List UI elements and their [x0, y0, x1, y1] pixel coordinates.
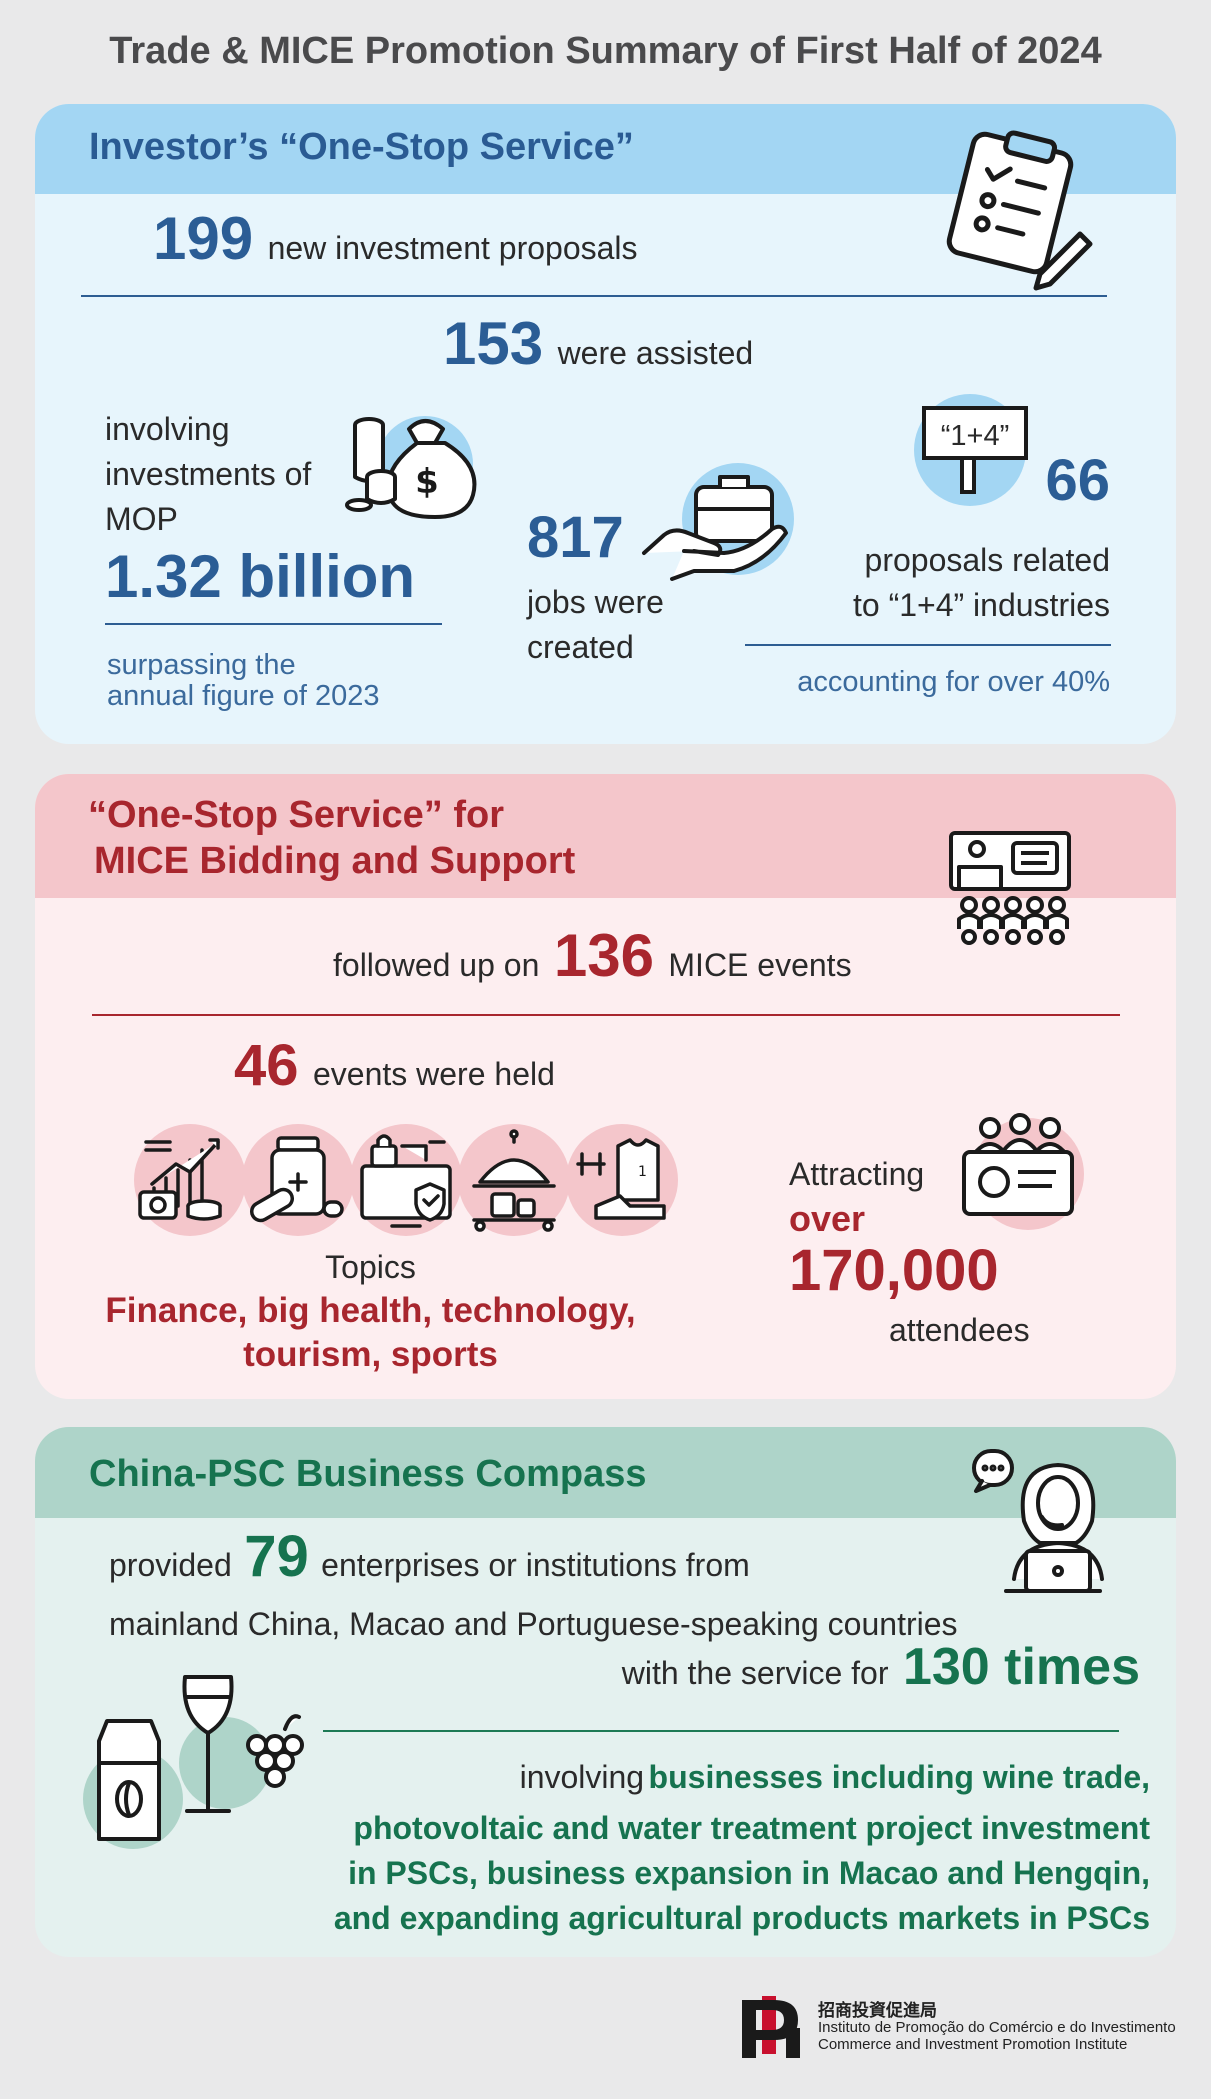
jobs-number: 817	[527, 505, 624, 570]
money-bag-icon: $	[345, 416, 477, 519]
investor-card: Investor’s “One-Stop Service” 199 new in…	[35, 104, 1176, 744]
mice-heading-line-2: MICE Bidding and Support	[94, 840, 576, 882]
followed-post: MICE events	[668, 947, 852, 983]
attract-number: 170,000	[789, 1238, 999, 1303]
page-title: Trade & MICE Promotion Summary of First …	[109, 30, 1102, 72]
footer-org-names: 招商投資促進局 Instituto de Promoção do Comérci…	[818, 2002, 1176, 2053]
involving-line-2: photovoltaic and water treatment project…	[353, 1810, 1150, 1846]
health-icon	[249, 1136, 344, 1223]
mice-heading: “One-Stop Service” for MICE Bidding and …	[88, 792, 575, 884]
assisted-number: 153	[443, 310, 544, 377]
topics-line-1: Finance, big health, technology,	[105, 1291, 636, 1330]
held-number: 46	[234, 1033, 299, 1098]
involving-line-3: in PSCs, business expansion in Macao and…	[348, 1855, 1150, 1891]
proposals-line: 199 new investment proposals	[153, 204, 638, 273]
attract-text: attendees	[889, 1312, 1030, 1348]
industry-line-2: to “1+4” industries	[852, 587, 1110, 623]
investment-divider	[105, 623, 442, 625]
checklist-icon	[946, 130, 1093, 291]
coffee-wine-grapes-icon	[83, 1675, 304, 1849]
investment-line-1: involving	[105, 411, 230, 447]
mice-heading-line-1: “One-Stop Service” for	[88, 794, 504, 836]
org-name-cn: 招商投資促進局	[818, 2001, 937, 2020]
mice-divider	[92, 1014, 1120, 1016]
jobs-line-2: created	[527, 629, 634, 665]
provided-line-2: mainland China, Macao and Portuguese-spe…	[109, 1606, 958, 1642]
briefcase-hand-icon	[642, 463, 794, 581]
investor-divider	[81, 295, 1107, 297]
svg-text:1: 1	[638, 1164, 647, 1180]
provided-line: provided 79 enterprises or institutions …	[109, 1523, 750, 1590]
investment-amount: 1.32 billion	[105, 543, 416, 610]
followed-line: followed up on 136 MICE events	[333, 921, 852, 990]
sign-board-icon	[914, 394, 1028, 506]
followed-number: 136	[553, 922, 654, 989]
assisted-line: 153 were assisted	[443, 309, 753, 378]
tourism-icon	[472, 1129, 556, 1232]
compass-card: China-PSC Business Compass provided 79 e…	[35, 1427, 1176, 1957]
provided-number: 79	[244, 1524, 309, 1589]
held-line: 46 events were held	[234, 1032, 555, 1099]
industry-number: 66	[1045, 448, 1110, 513]
jobs-line-1: jobs were	[527, 584, 664, 620]
topics-line-2: tourism, sports	[243, 1335, 498, 1374]
topic-icons-row: 1	[134, 1124, 678, 1236]
assisted-text: were assisted	[557, 335, 754, 371]
provided-post: enterprises or institutions from	[321, 1547, 750, 1583]
conference-icon	[949, 831, 1071, 945]
ipim-logo	[742, 1996, 800, 2058]
service-line: with the service for 130 times	[435, 1637, 1140, 1697]
attract-label: Attracting	[789, 1156, 925, 1192]
followed-pre: followed up on	[333, 947, 540, 983]
investment-note: surpassing the annual figure of 2023	[107, 650, 380, 712]
sign-board-text: “1+4”	[940, 420, 1010, 452]
involving-line-1: businesses including wine trade,	[648, 1759, 1150, 1795]
technology-icon	[360, 1134, 452, 1228]
attract-over: over	[789, 1198, 866, 1239]
involving-line-4: and expanding agricultural products mark…	[333, 1900, 1150, 1936]
industry-text: proposals related to “1+4” industries	[735, 538, 1110, 628]
involving-pre: involving	[519, 1759, 645, 1795]
involving-block: involving businesses including wine trad…	[225, 1755, 1150, 1941]
finance-icon	[138, 1138, 222, 1221]
provided-pre: provided	[109, 1547, 232, 1583]
industry-divider	[745, 644, 1111, 646]
industry-line-1: proposals related	[864, 542, 1110, 578]
investment-line-2: investments of	[105, 456, 312, 492]
service-pre: with the service for	[621, 1655, 889, 1691]
org-name-pt: Instituto de Promoção do Comércio e do I…	[818, 2019, 1176, 2036]
compass-heading: China-PSC Business Compass	[89, 1453, 647, 1495]
org-name-en: Commerce and Investment Promotion Instit…	[818, 2036, 1128, 2053]
mice-card: “One-Stop Service” for MICE Bidding and …	[35, 774, 1176, 1399]
topics-label: Topics	[325, 1249, 416, 1285]
topics-list: Finance, big health, technology, tourism…	[93, 1289, 648, 1377]
svg-text:$: $	[415, 462, 439, 502]
compass-divider	[323, 1730, 1119, 1732]
investment-note-line-1: surpassing the	[107, 649, 296, 681]
attendees-icon	[962, 1113, 1084, 1230]
investor-heading: Investor’s “One-Stop Service”	[89, 126, 634, 168]
service-number: 130 times	[902, 1638, 1140, 1696]
held-text: events were held	[312, 1056, 555, 1092]
investment-note-line-2: annual figure of 2023	[107, 680, 380, 712]
investment-line-3: MOP	[105, 501, 178, 537]
proposals-text: new investment proposals	[267, 230, 638, 266]
consultant-icon	[972, 1449, 1104, 1593]
industry-note: accounting for over 40%	[797, 666, 1110, 698]
jobs-text: jobs were created	[527, 580, 664, 670]
proposals-number: 199	[153, 205, 254, 272]
investment-description: involving investments of MOP	[105, 407, 311, 542]
sports-icon: 1	[576, 1138, 666, 1220]
